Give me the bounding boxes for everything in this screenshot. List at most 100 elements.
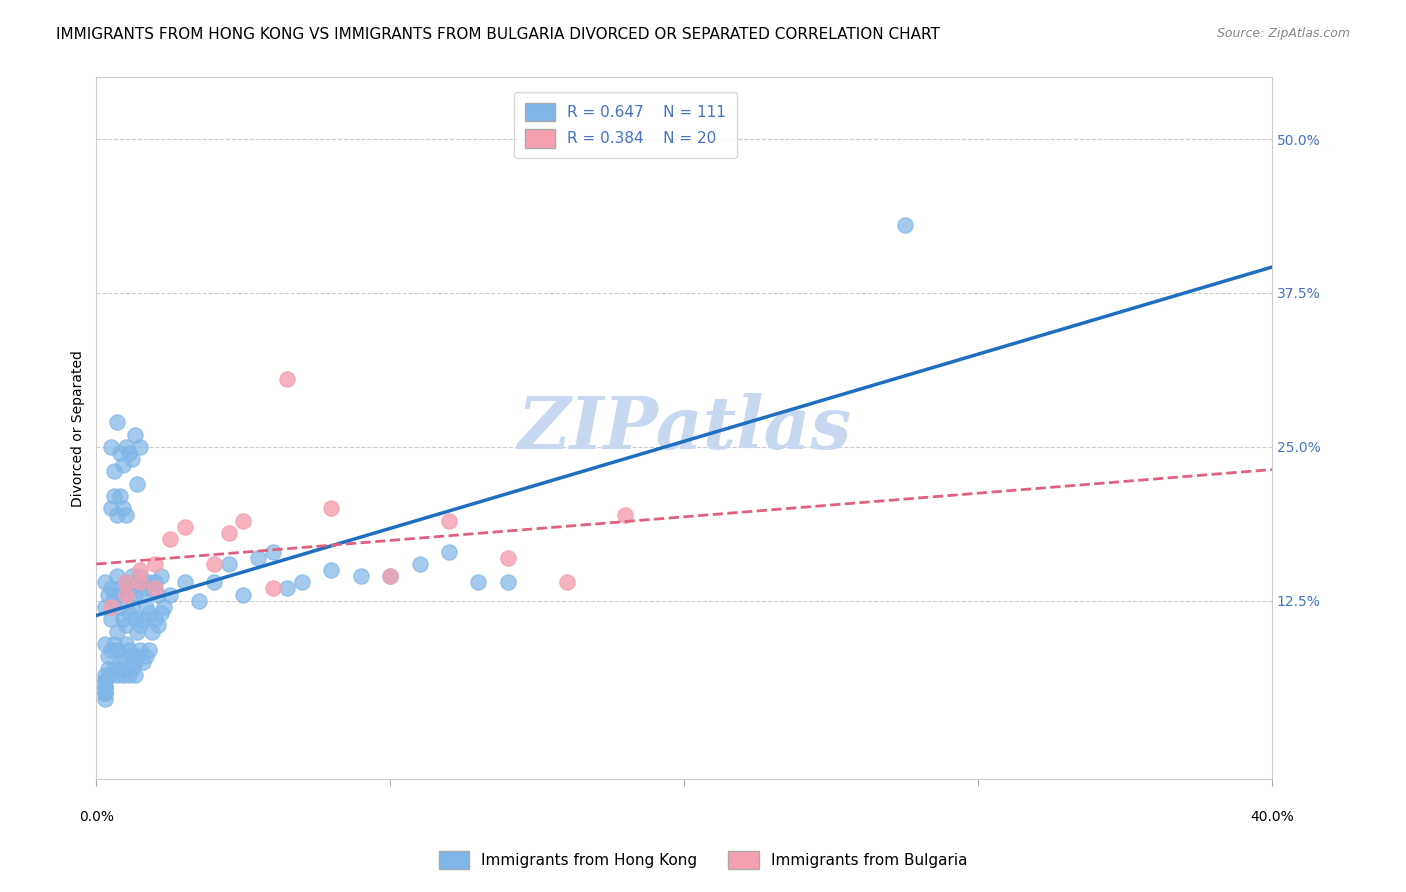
Point: [321, 501, 343, 516]
Point: [114, 440, 136, 454]
Point: [129, 563, 152, 577]
Point: [124, 656, 146, 670]
Point: [146, 588, 169, 602]
Point: [188, 594, 211, 608]
Point: [94, 686, 117, 700]
Point: [143, 557, 166, 571]
Point: [467, 575, 489, 590]
Point: [111, 501, 134, 516]
Point: [146, 618, 169, 632]
Point: [496, 575, 519, 590]
Point: [121, 649, 143, 664]
Point: [94, 680, 117, 694]
Point: [141, 624, 163, 639]
Point: [114, 637, 136, 651]
Point: [114, 618, 136, 632]
Point: [202, 557, 225, 571]
Point: [202, 575, 225, 590]
Text: ZIPatlas: ZIPatlas: [517, 392, 851, 464]
Point: [496, 550, 519, 565]
Point: [138, 575, 160, 590]
Point: [118, 446, 141, 460]
Point: [105, 624, 128, 639]
Point: [408, 557, 430, 571]
Point: [111, 667, 134, 681]
Point: [97, 661, 120, 675]
Point: [437, 514, 460, 528]
Point: [380, 569, 402, 583]
Point: [893, 218, 915, 232]
Point: [173, 520, 195, 534]
Point: [105, 569, 128, 583]
Point: [105, 667, 128, 681]
Point: [108, 656, 131, 670]
Point: [97, 649, 120, 664]
Text: 40.0%: 40.0%: [1250, 810, 1294, 824]
Point: [135, 582, 157, 596]
Text: 0.0%: 0.0%: [79, 810, 114, 824]
Point: [94, 673, 117, 688]
Point: [124, 427, 146, 442]
Point: [132, 612, 155, 626]
Point: [127, 476, 149, 491]
Point: [94, 692, 117, 706]
Point: [103, 489, 125, 503]
Point: [94, 680, 117, 694]
Point: [150, 606, 173, 620]
Point: [129, 569, 152, 583]
Text: IMMIGRANTS FROM HONG KONG VS IMMIGRANTS FROM BULGARIA DIVORCED OR SEPARATED CORR: IMMIGRANTS FROM HONG KONG VS IMMIGRANTS …: [56, 27, 941, 42]
Point: [232, 588, 254, 602]
Point: [232, 514, 254, 528]
Point: [276, 372, 298, 386]
Point: [218, 526, 240, 541]
Point: [127, 624, 149, 639]
Point: [105, 643, 128, 657]
Point: [135, 599, 157, 614]
Point: [108, 599, 131, 614]
Point: [103, 637, 125, 651]
Point: [100, 440, 122, 454]
Point: [321, 563, 343, 577]
Point: [246, 550, 269, 565]
Legend: R = 0.647    N = 111, R = 0.384    N = 20: R = 0.647 N = 111, R = 0.384 N = 20: [513, 92, 737, 159]
Point: [614, 508, 637, 522]
Point: [103, 465, 125, 479]
Point: [555, 575, 578, 590]
Point: [108, 446, 131, 460]
Point: [114, 575, 136, 590]
Point: [94, 637, 117, 651]
Point: [100, 667, 122, 681]
Point: [111, 588, 134, 602]
Point: [114, 508, 136, 522]
Point: [118, 582, 141, 596]
Point: [108, 582, 131, 596]
Point: [437, 544, 460, 558]
Point: [94, 686, 117, 700]
Point: [118, 667, 141, 681]
Point: [132, 588, 155, 602]
Point: [129, 440, 152, 454]
Point: [127, 575, 149, 590]
Point: [127, 649, 149, 664]
Point: [97, 588, 120, 602]
Point: [159, 533, 181, 547]
Point: [118, 643, 141, 657]
Point: [276, 582, 298, 596]
Point: [262, 544, 284, 558]
Point: [124, 588, 146, 602]
Point: [159, 588, 181, 602]
Point: [94, 686, 117, 700]
Point: [94, 599, 117, 614]
Point: [114, 575, 136, 590]
Point: [129, 643, 152, 657]
Point: [100, 612, 122, 626]
Point: [94, 667, 117, 681]
Point: [111, 612, 134, 626]
Point: [143, 575, 166, 590]
Point: [124, 667, 146, 681]
Legend: Immigrants from Hong Kong, Immigrants from Bulgaria: Immigrants from Hong Kong, Immigrants fr…: [433, 845, 973, 875]
Point: [380, 569, 402, 583]
Point: [108, 489, 131, 503]
Point: [100, 501, 122, 516]
Point: [105, 508, 128, 522]
